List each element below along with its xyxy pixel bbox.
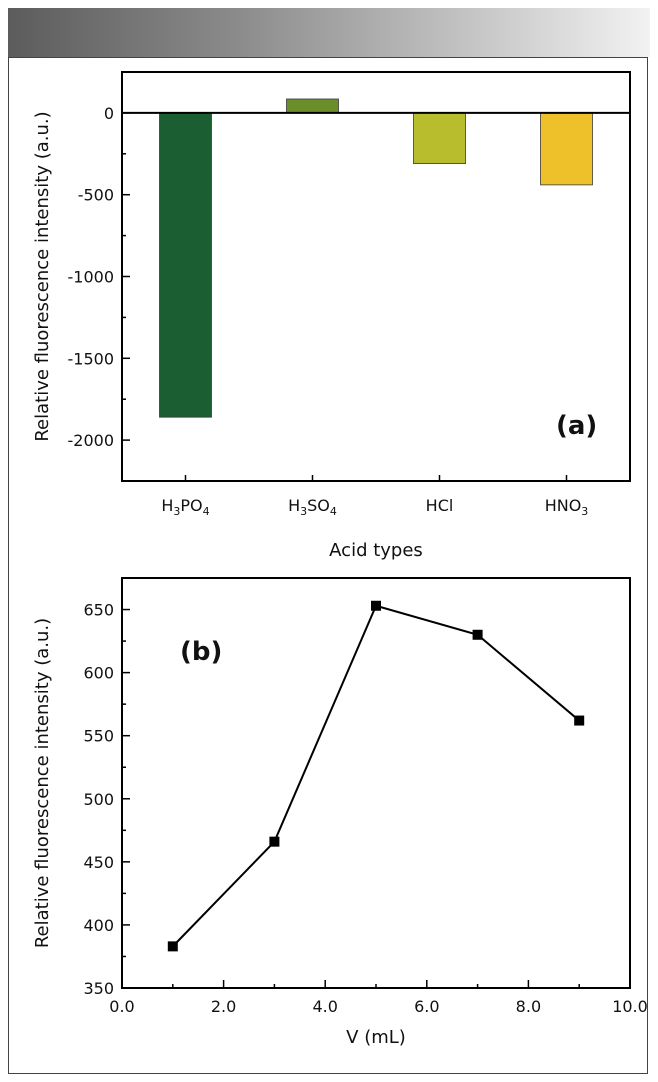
panel-label-b: (b) (180, 637, 222, 667)
y-tick-label: 0 (104, 104, 114, 123)
data-point (574, 715, 585, 726)
bar-chart-x-axis-title: Acid types (329, 540, 423, 561)
y-tick-label: 400 (83, 916, 114, 935)
bar-chart-panel: 0 -500 -1000 -1500 -2000 H3PO4 H3SO4 HCl HNO3 A… (32, 71, 631, 561)
y-tick-label: -2000 (68, 431, 115, 450)
bar-h3po4 (159, 112, 212, 418)
bar-hcl (413, 112, 466, 165)
bar-chart-y-axis-title: Relative fluorescence intensity (a.u.) (32, 111, 53, 441)
figure-frame (8, 57, 648, 1074)
x-tick-label: 8.0 (516, 997, 541, 1016)
data-point (472, 629, 483, 640)
x-tick-label: 4.0 (312, 997, 337, 1016)
x-tick-label: H3PO4 (161, 496, 209, 518)
x-tick-label: 6.0 (414, 997, 439, 1016)
data-point (269, 836, 280, 847)
bar-h3so4 (286, 98, 339, 114)
x-tick-label: 2.0 (211, 997, 236, 1016)
line-chart-x-axis-title: V (mL) (346, 1027, 406, 1048)
panel-label-a: (a) (556, 411, 597, 441)
y-tick-label: 350 (83, 979, 114, 998)
line-chart-panel: 350 400 450 500 550 600 650 0.0 2.0 4.0 6.0 8.0 10.… (32, 577, 648, 1048)
x-tick-label: 10.0 (612, 997, 648, 1016)
y-tick-label: 650 (83, 601, 114, 620)
data-series-line (172, 604, 580, 948)
data-point (167, 941, 178, 952)
y-tick-label: -500 (78, 186, 114, 205)
y-tick-label: 550 (83, 727, 114, 746)
bar-hno3 (540, 112, 593, 186)
data-point (371, 600, 381, 611)
x-tick-label: H3SO4 (288, 496, 337, 518)
y-tick-label: -1000 (68, 268, 115, 287)
y-tick-label: 500 (83, 790, 114, 809)
x-tick-label: HCl (426, 496, 454, 515)
top-banner (8, 8, 650, 57)
y-tick-label: 600 (83, 664, 114, 683)
y-tick-label: 450 (83, 853, 114, 872)
line-chart-y-axis-title: Relative fluorescence intensity (a.u.) (32, 618, 53, 948)
y-tick-label: -1500 (68, 349, 115, 368)
x-tick-label: HNO3 (545, 496, 589, 518)
x-tick-label: 0.0 (109, 997, 134, 1016)
